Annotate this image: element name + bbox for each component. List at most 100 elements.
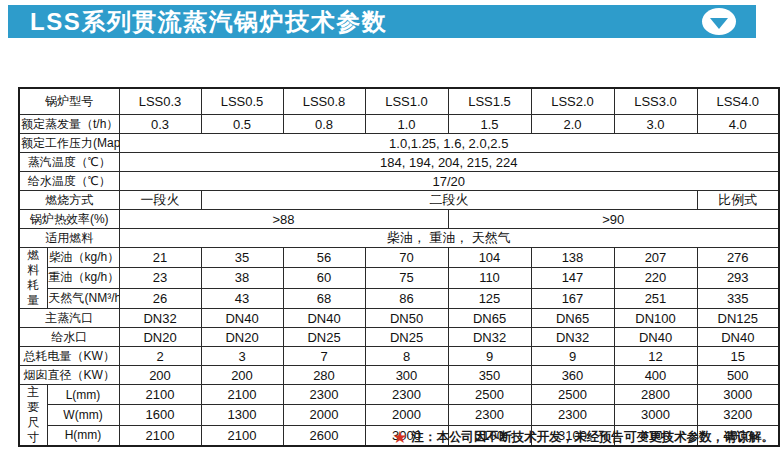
row-label-cell: 给水口 [19,328,119,347]
data-cell: 8 [365,347,448,366]
data-cell: 1.0 [365,115,448,134]
data-cell: 2300 [531,405,614,425]
spec-table-container: 锅炉型号LSS0.3LSS0.5LSS0.8LSS1.0LSS1.5LSS2.0… [18,87,778,447]
data-cell: 21 [119,248,201,268]
data-cell: 251 [614,288,697,308]
star-icon: ★ [392,429,407,446]
data-cell: 2100 [201,385,283,405]
data-cell: DN20 [201,328,283,347]
data-cell: 2100 [201,425,283,446]
data-cell: 0.3 [119,115,201,134]
data-cell: >90 [448,210,779,229]
data-cell: 200 [119,366,201,385]
data-cell: 167 [531,288,614,308]
data-cell: 75 [365,268,448,288]
table-row: 给水口DN20DN20DN25DN25DN32DN32DN40DN40 [19,328,779,347]
table-row: 重油（kg/h）23386075110147220293 [19,268,779,288]
data-cell: 207 [614,248,697,268]
data-cell: 56 [283,248,365,268]
data-cell: 400 [614,366,697,385]
data-cell: 一段火 [119,191,201,210]
table-row: 燃料耗量柴油（kg/h）21355670104138207276 [19,248,779,268]
data-cell: DN40 [201,309,283,328]
data-cell: 柴油， 重油， 天然气 [119,229,779,248]
spec-table-body: 锅炉型号LSS0.3LSS0.5LSS0.8LSS1.0LSS1.5LSS2.0… [19,88,779,446]
data-cell: 360 [531,366,614,385]
data-cell: 2000 [365,405,448,425]
data-cell: 15 [697,347,779,366]
data-cell: 1.5 [448,115,531,134]
data-cell: 3000 [614,405,697,425]
row-label-cell: 额定工作压力(Map) [19,134,119,153]
data-cell: DN65 [531,309,614,328]
column-header-cell: LSS3.0 [614,88,697,115]
data-cell: 0.5 [201,115,283,134]
data-cell: 3200 [697,405,779,425]
data-cell: 276 [697,248,779,268]
data-cell: 1.0,1.25, 1.6, 2.0,2.5 [119,134,779,153]
data-cell: 70 [365,248,448,268]
data-cell: 500 [697,366,779,385]
row-label-cell: L(mm) [47,385,119,405]
data-cell: 2 [119,347,201,366]
data-cell: 38 [201,268,283,288]
data-cell: DN40 [697,328,779,347]
data-cell: 184, 194, 204, 215, 224 [119,153,779,172]
data-cell: 43 [201,288,283,308]
row-label-cell: 适用燃料 [19,229,119,248]
column-header-cell: LSS0.3 [119,88,201,115]
data-cell: 2.0 [531,115,614,134]
data-cell: 2800 [614,385,697,405]
collapse-toggle[interactable] [702,8,736,35]
column-header-cell: LSS0.5 [201,88,283,115]
data-cell: 二段火 [201,191,697,210]
data-cell: 280 [283,366,365,385]
row-label-cell: 蒸汽温度（℃） [19,153,119,172]
data-cell: 4.0 [697,115,779,134]
row-group-label-cell: 主要尺寸 [19,385,47,447]
data-cell: 2000 [283,405,365,425]
data-cell: DN20 [119,328,201,347]
row-label-cell: H(mm) [47,425,119,446]
data-cell: 86 [365,288,448,308]
data-cell: 23 [119,268,201,288]
row-label-cell: 锅炉型号 [19,88,119,115]
row-label-cell: 给水温度（℃） [19,172,119,191]
spec-table: 锅炉型号LSS0.3LSS0.5LSS0.8LSS1.0LSS1.5LSS2.0… [18,87,780,447]
column-header-cell: LSS1.0 [365,88,448,115]
table-row: 锅炉热效率(%)>88>90 [19,210,779,229]
data-cell: 147 [531,268,614,288]
data-cell: DN40 [614,328,697,347]
column-header-cell: LSS4.0 [697,88,779,115]
data-cell: 2100 [119,425,201,446]
data-cell: 17/20 [119,172,779,191]
row-label-cell: 额定蒸发量（t/h） [19,115,119,134]
data-cell: DN65 [448,309,531,328]
row-label-cell: 天然气(NM³/h) [47,288,119,308]
table-row: 燃烧方式一段火二段火比例式 [19,191,779,210]
row-label-cell: W(mm) [47,405,119,425]
table-row: 额定蒸发量（t/h）0.30.50.81.01.52.03.04.0 [19,115,779,134]
table-row: 总耗电量（KW）2378991215 [19,347,779,366]
data-cell: 26 [119,288,201,308]
data-cell: 35 [201,248,283,268]
data-cell: 2300 [365,385,448,405]
row-label-cell: 总耗电量（KW） [19,347,119,366]
table-row: 额定工作压力(Map)1.0,1.25, 1.6, 2.0,2.5 [19,134,779,153]
table-row: W(mm)16001300200020002300230030003200 [19,405,779,425]
data-cell: 2500 [448,385,531,405]
page-title: LSS系列贯流蒸汽锅炉技术参数 [8,5,387,38]
data-cell: 12 [614,347,697,366]
data-cell: 2300 [283,385,365,405]
data-cell: DN32 [119,309,201,328]
data-cell: 2100 [119,385,201,405]
table-row: 给水温度（℃）17/20 [19,172,779,191]
row-label-cell: 重油（kg/h） [47,268,119,288]
column-header-cell: LSS0.8 [283,88,365,115]
table-row: 天然气(NM³/h)26436886125167251335 [19,288,779,308]
column-header-cell: LSS1.5 [448,88,531,115]
data-cell: 200 [201,366,283,385]
data-cell: DN25 [365,328,448,347]
data-cell: 104 [448,248,531,268]
data-cell: 335 [697,288,779,308]
